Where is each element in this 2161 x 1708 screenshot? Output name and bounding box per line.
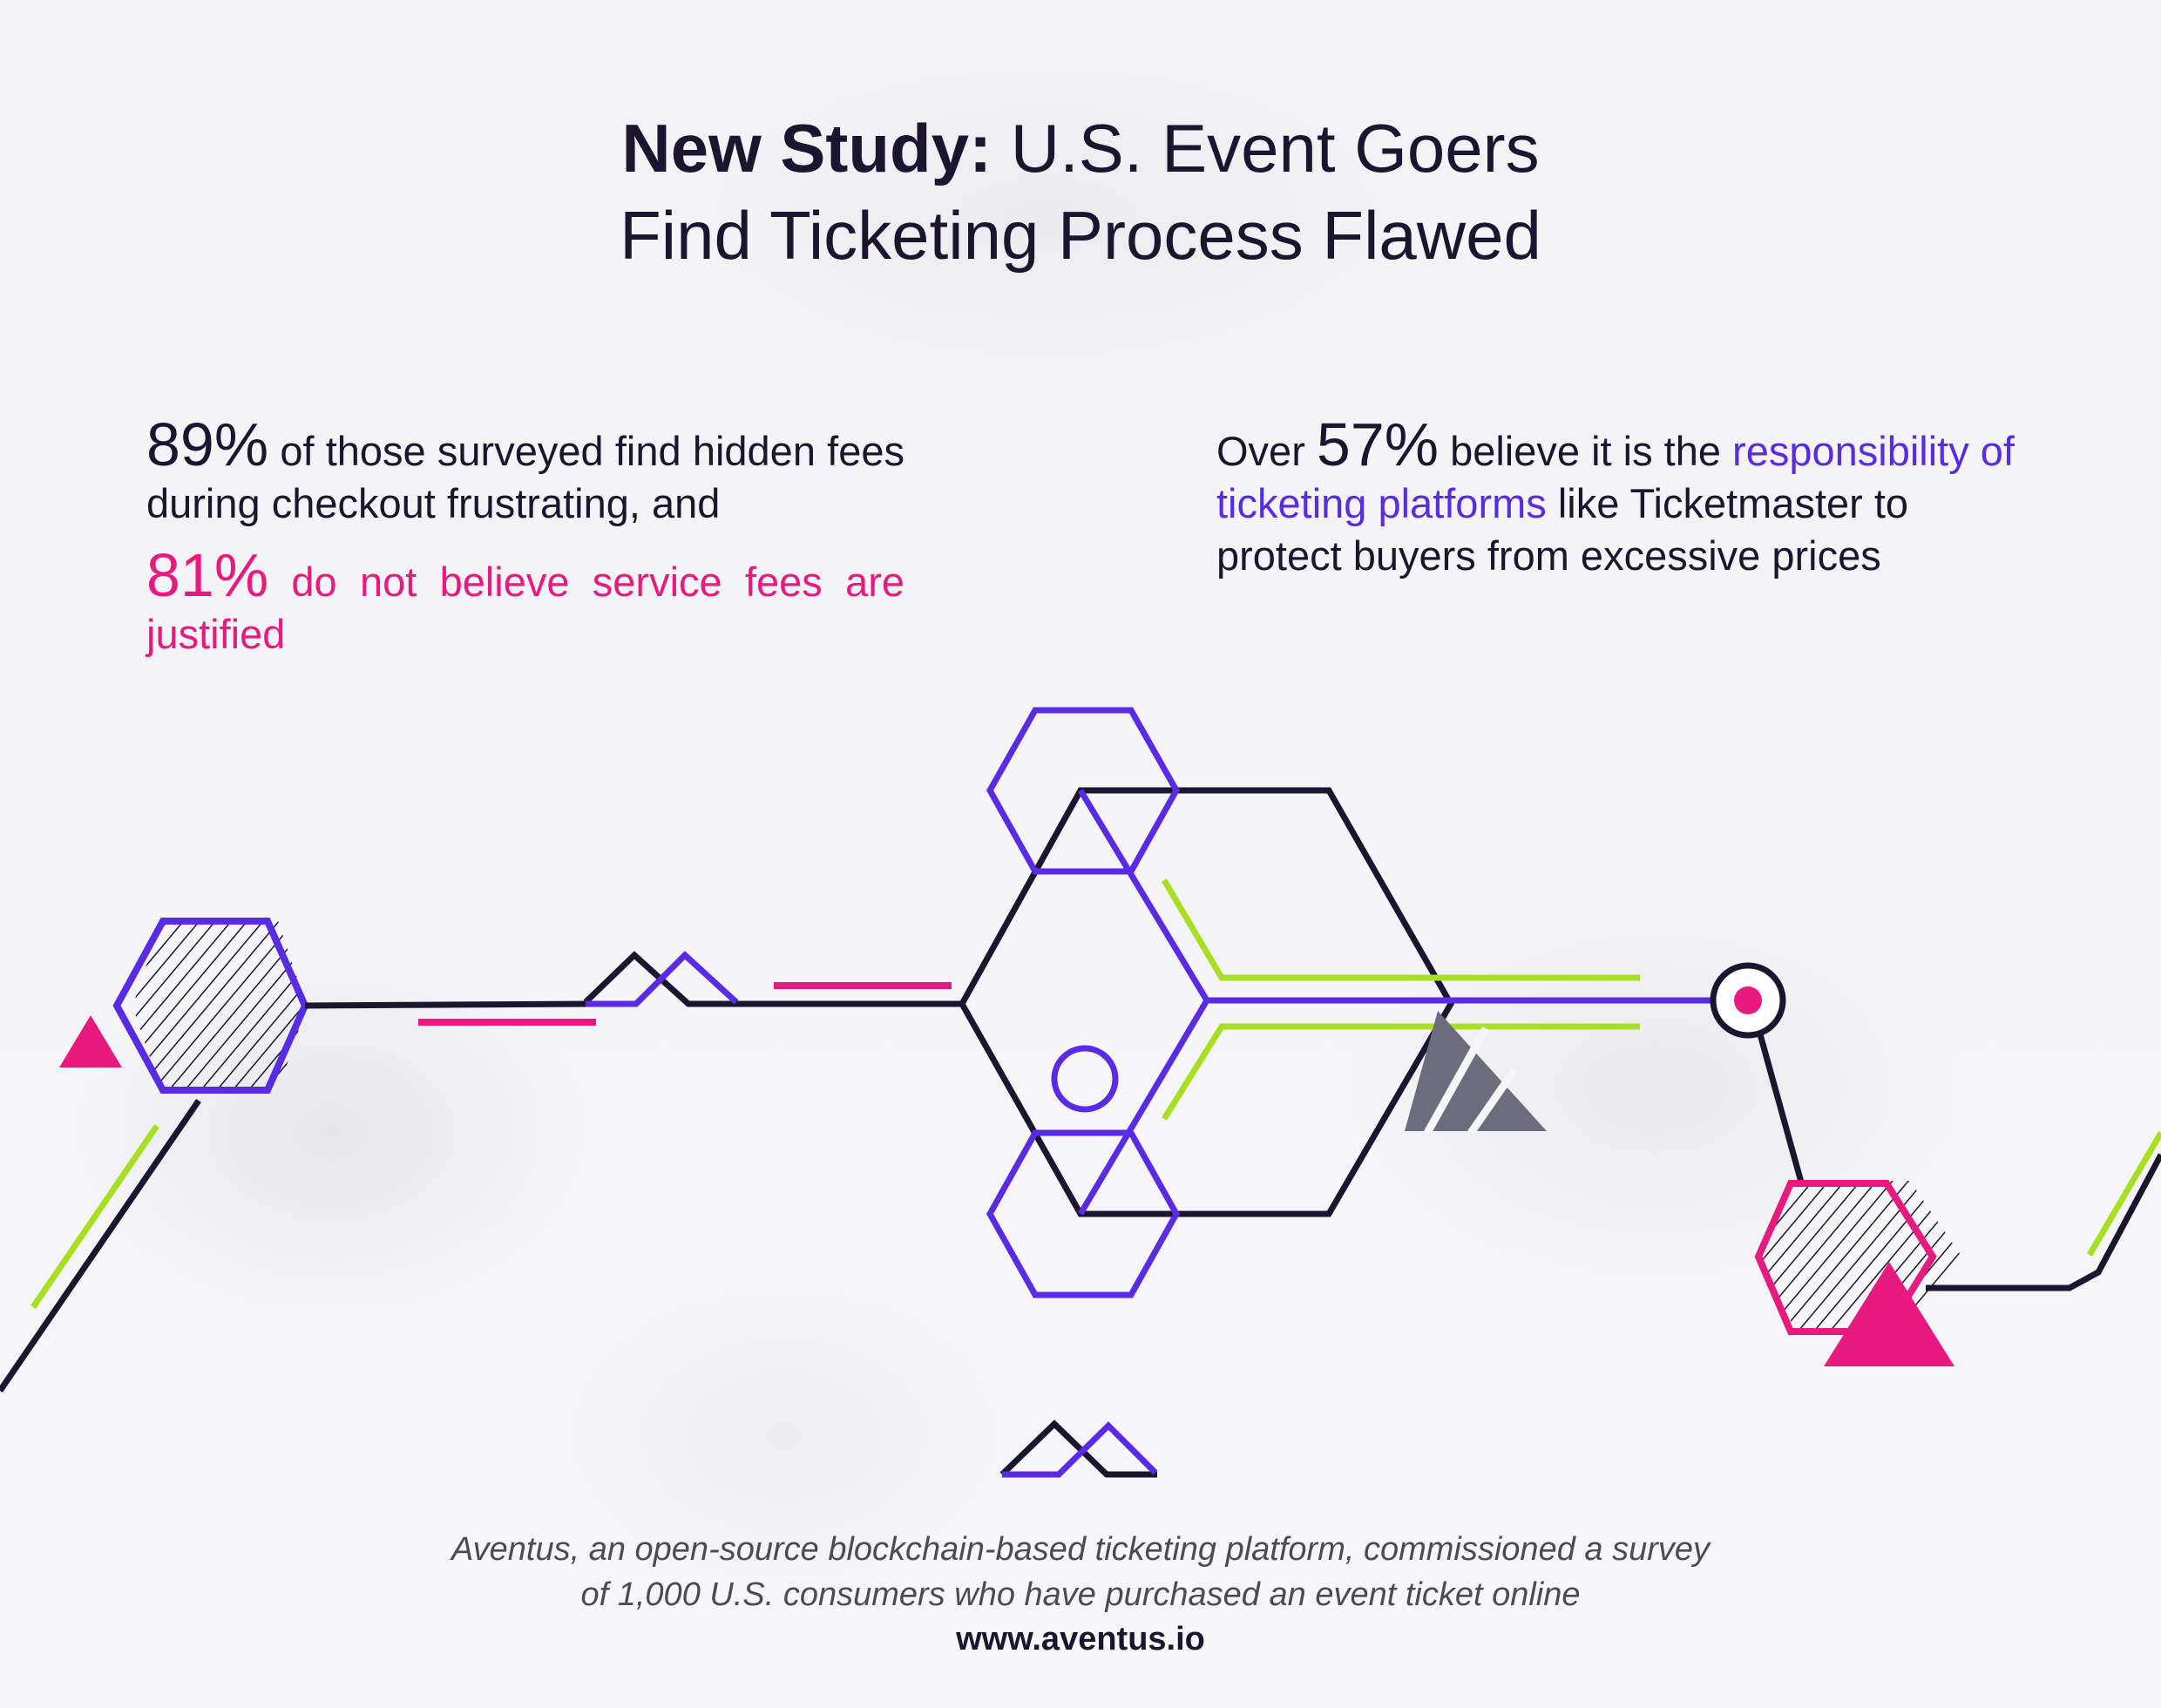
title-line1: U.S. Event Goers xyxy=(992,110,1540,186)
stat-block-left: 89% of those surveyed find hidden fees d… xyxy=(146,414,904,661)
node-down-line xyxy=(1757,1034,1805,1186)
footer-line-1: Aventus, an open-source blockchain-based… xyxy=(450,1531,1711,1568)
stat-service-fees: 81% do not believe service fees are just… xyxy=(146,545,904,661)
target-node-dot xyxy=(1734,986,1762,1014)
bottom-purple-hexagon xyxy=(986,1129,1181,1298)
stat-prefix: Over xyxy=(1216,428,1317,474)
footer-description: Aventus, an open-source blockchain-based… xyxy=(0,1527,2161,1617)
right-dark-line xyxy=(1926,1153,2161,1291)
title-line2: Find Ticketing Process Flawed xyxy=(620,197,1541,274)
stat-text-1: believe it is the xyxy=(1439,428,1733,474)
right-lime-line xyxy=(2086,1131,2161,1257)
stat-value-81: 81% xyxy=(146,541,269,609)
right-magenta-triangle-icon xyxy=(1824,1262,1954,1366)
page-title: New Study: U.S. Event Goers Find Ticketi… xyxy=(0,105,2161,279)
aventus-logo-icon xyxy=(999,1420,1158,1478)
connector-line-1 xyxy=(304,1000,592,1009)
center-large-hexagon xyxy=(958,787,1455,1217)
footer-line-2: of 1,000 U.S. consumers who have purchas… xyxy=(580,1576,1581,1613)
mountain-icon-small xyxy=(583,951,742,1007)
stat-text-service-fees: do not believe service fees are justifie… xyxy=(146,559,904,657)
stat-value-89: 89% xyxy=(146,410,269,478)
website-link[interactable]: www.aventus.io xyxy=(956,1621,1205,1657)
stat-value-57: 57% xyxy=(1316,410,1440,478)
top-purple-hexagon xyxy=(986,707,1181,875)
left-purple-hexagon-icon xyxy=(112,918,309,1094)
gray-striped-triangle-icon xyxy=(1405,1011,1547,1135)
stat-responsibility: Over 57% believe it is the responsibilit… xyxy=(1216,414,2036,582)
stat-block-right: Over 57% believe it is the responsibilit… xyxy=(1216,414,2036,582)
center-purple-circle-icon xyxy=(1051,1045,1119,1113)
left-dark-line xyxy=(0,1099,201,1393)
left-lime-line xyxy=(30,1124,159,1309)
lime-bracket-lines xyxy=(1161,878,1640,1121)
stat-highlight: responsibility of ticketing platforms xyxy=(1216,428,2015,526)
stat-text-2: like Ticketmaster to protect buyers from… xyxy=(1216,480,1909,579)
title-bold: New Study: xyxy=(621,110,992,186)
stat-text-hidden-fees: of those surveyed find hidden fees durin… xyxy=(146,428,904,526)
left-hatched-hexagon xyxy=(132,918,307,1094)
left-magenta-triangle-icon xyxy=(59,1015,122,1068)
stat-hidden-fees: 89% of those surveyed find hidden fees d… xyxy=(146,414,904,530)
